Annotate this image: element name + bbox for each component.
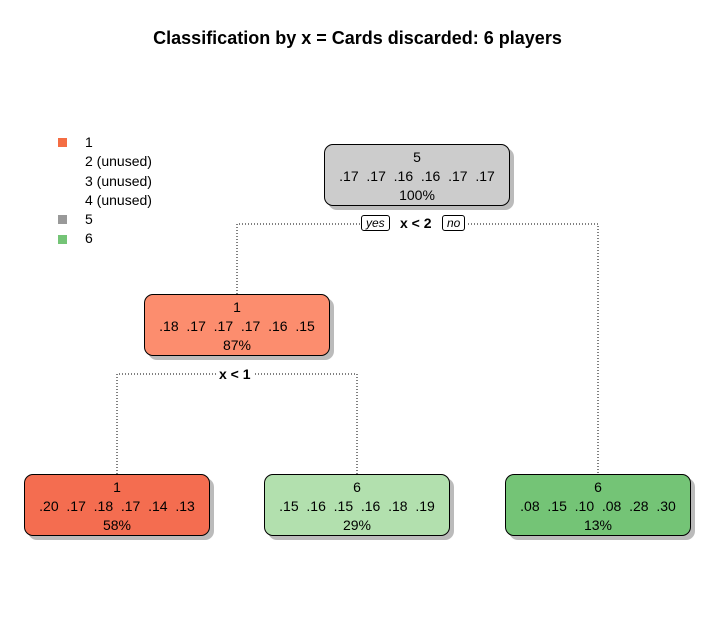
node-leaf3-class: 6 xyxy=(594,479,602,495)
edge-left-leaf2 xyxy=(255,373,358,474)
node-left-class: 1 xyxy=(233,299,241,315)
node-leaf3: 6 .08 .15 .10 .08 .28 .30 13% xyxy=(505,474,691,536)
yes-label: yes xyxy=(361,215,390,231)
node-left-pct: 87% xyxy=(222,337,252,353)
node-leaf1-probs: .20 .17 .18 .17 .14 .13 xyxy=(39,498,195,514)
legend-label-5: 5 xyxy=(85,211,93,228)
legend-item-2: 2 (unused) xyxy=(58,152,152,171)
node-root-probs: .17 .17 .16 .16 .17 .17 xyxy=(339,168,495,184)
legend: 1 2 (unused) 3 (unused) 4 (unused) 5 6 xyxy=(58,133,152,249)
edge-root-right xyxy=(468,223,599,474)
chart-title: Classification by x = Cards discarded: 6… xyxy=(153,28,562,48)
legend-label-1: 1 xyxy=(85,134,93,150)
no-label: no xyxy=(442,215,466,231)
node-leaf2-class: 6 xyxy=(353,479,361,495)
node-leaf2: 6 .15 .16 .15 .16 .18 .19 29% xyxy=(264,474,450,536)
legend-label-2: 2 (unused) xyxy=(85,153,152,170)
node-leaf3-pct: 13% xyxy=(583,517,613,533)
node-leaf2-probs: .15 .16 .15 .16 .18 .19 xyxy=(279,498,435,514)
split-left-label: x < 1 xyxy=(216,366,254,383)
node-root-class: 5 xyxy=(413,149,421,165)
node-root: 5 .17 .17 .16 .16 .17 .17 100% xyxy=(324,144,510,206)
legend-label-3: 3 (unused) xyxy=(85,172,152,189)
legend-swatch-5 xyxy=(58,215,67,225)
legend-label-4: 4 (unused) xyxy=(85,191,152,208)
legend-swatch-1 xyxy=(58,138,67,148)
edge-left-leaf1 xyxy=(116,373,218,474)
split-root-label: x < 2 xyxy=(397,215,435,232)
node-leaf1-pct: 58% xyxy=(102,517,132,533)
node-leaf1-class: 1 xyxy=(113,479,121,495)
node-left-probs: .18 .17 .17 .17 .16 .15 xyxy=(159,318,315,334)
legend-item-1: 1 xyxy=(58,133,152,152)
legend-label-6: 6 xyxy=(85,230,93,247)
legend-item-4: 4 (unused) xyxy=(58,191,152,210)
legend-item-6: 6 xyxy=(58,229,152,248)
node-leaf3-probs: .08 .15 .10 .08 .28 .30 xyxy=(520,498,676,514)
edge-root-left xyxy=(236,223,362,294)
legend-item-3: 3 (unused) xyxy=(58,172,152,191)
legend-swatch-6 xyxy=(58,234,67,244)
node-leaf1: 1 .20 .17 .18 .17 .14 .13 58% xyxy=(24,474,210,536)
node-root-pct: 100% xyxy=(399,187,435,203)
node-leaf2-pct: 29% xyxy=(342,517,372,533)
legend-item-5: 5 xyxy=(58,210,152,229)
node-left: 1 .18 .17 .17 .17 .16 .15 87% xyxy=(144,294,330,356)
